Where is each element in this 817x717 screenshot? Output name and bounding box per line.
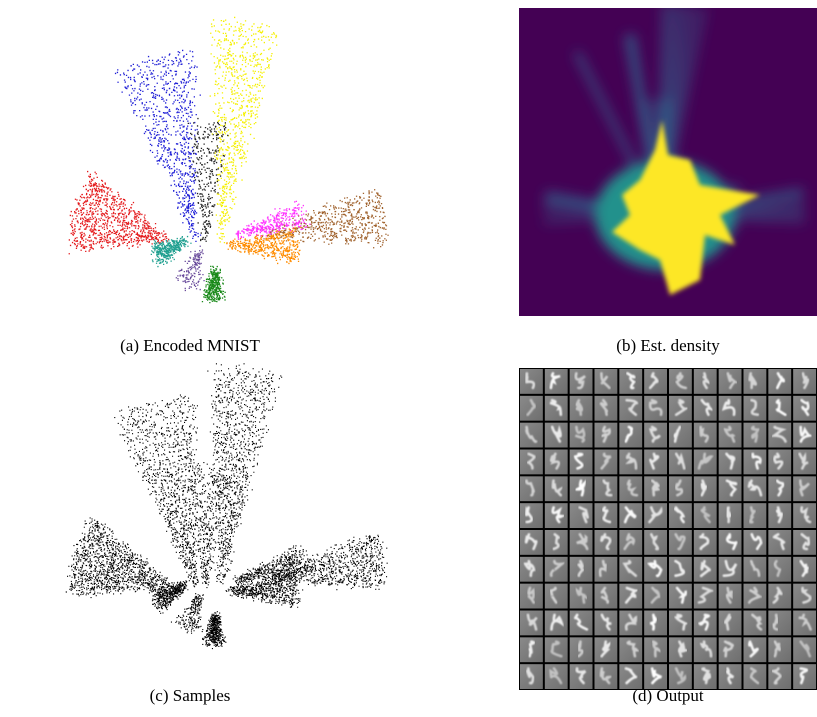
digit-cell	[595, 611, 618, 636]
digit-cell	[744, 530, 767, 555]
digit-cell	[644, 450, 667, 475]
caption: (b) Est. density	[616, 336, 720, 355]
digit-cell	[644, 584, 667, 609]
digit-cell	[744, 503, 767, 528]
digit-cell	[545, 396, 568, 421]
encoded-scatter	[69, 17, 389, 304]
digit-cell	[619, 637, 642, 662]
digit-cell	[619, 369, 642, 394]
digit-cell	[644, 530, 667, 555]
digit-cell	[520, 530, 543, 555]
digit-cell	[570, 423, 593, 448]
point-cloud	[202, 266, 226, 304]
point-cloud	[233, 545, 310, 583]
digit-cell	[520, 584, 543, 609]
digit-cell	[768, 611, 791, 636]
digit-cell	[793, 423, 816, 448]
caption: (c) Samples	[150, 686, 231, 705]
point-cloud	[69, 171, 170, 255]
point-cloud	[114, 395, 201, 588]
digit-cell	[744, 450, 767, 475]
digit-cell	[793, 637, 816, 662]
digit-cell	[768, 530, 791, 555]
point-cloud	[66, 517, 173, 598]
caption: (d) Output	[632, 686, 704, 705]
digit-cell	[520, 423, 543, 448]
digit-cell	[644, 423, 667, 448]
samples-scatter	[66, 363, 388, 649]
output-grid	[519, 368, 817, 690]
digit-cell	[694, 396, 717, 421]
digit-cell	[545, 369, 568, 394]
digit-cell	[694, 530, 717, 555]
digit-cell	[793, 450, 816, 475]
digit-cell	[744, 611, 767, 636]
point-cloud	[151, 236, 192, 267]
point-cloud	[210, 17, 278, 244]
digit-cell	[719, 476, 742, 501]
digit-cell	[595, 476, 618, 501]
digit-cell	[793, 584, 816, 609]
digit-cell	[669, 530, 692, 555]
digit-cell	[744, 664, 767, 689]
point-cloud	[262, 189, 389, 248]
density-image	[519, 6, 817, 316]
point-cloud	[115, 50, 201, 242]
digit-cell	[619, 557, 642, 582]
caption: (a) Encoded MNIST	[120, 336, 260, 355]
point-cloud	[171, 593, 204, 634]
figure: (a) Encoded MNIST (b) Est. density (c) S…	[0, 0, 817, 717]
point-cloud	[176, 246, 205, 291]
digit-cell	[520, 557, 543, 582]
digit-cell	[719, 450, 742, 475]
digit-cell	[768, 584, 791, 609]
digit-cell	[595, 369, 618, 394]
digit-cell	[669, 503, 692, 528]
point-cloud	[226, 227, 301, 264]
point-cloud	[202, 611, 226, 649]
digit-cell	[570, 611, 593, 636]
page: (a) Encoded MNIST (b) Est. density (c) S…	[0, 0, 817, 717]
digit-cell	[545, 611, 568, 636]
